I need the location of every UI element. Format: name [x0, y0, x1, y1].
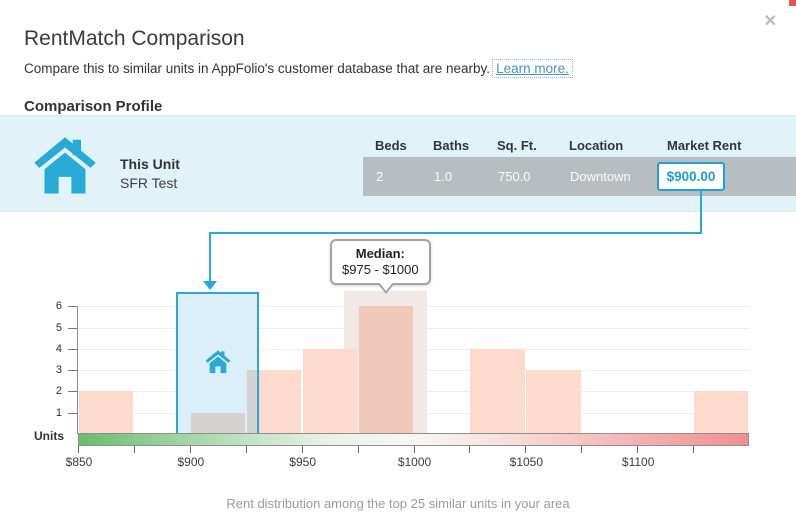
y-axis-tick-label: 4 — [55, 342, 62, 355]
subtitle-text: Compare this to similar units in AppFoli… — [24, 60, 491, 76]
x-axis-tick — [581, 446, 583, 453]
learn-more-link[interactable]: Learn more. — [492, 58, 573, 78]
y-axis-tick — [68, 306, 77, 308]
y-axis-tick — [68, 348, 77, 350]
x-axis-tick-label: $950 — [289, 455, 316, 469]
column-header-sqft: Sq. Ft. — [497, 138, 537, 153]
median-tooltip-label: Median: — [355, 246, 405, 261]
close-icon[interactable]: ✕ — [758, 13, 783, 31]
y-axis-tick-label: 6 — [55, 300, 62, 313]
median-tooltip: Median: $975 - $1000 — [330, 239, 431, 294]
page-title: RentMatch Comparison — [24, 27, 245, 51]
column-header-location: Location — [569, 138, 624, 153]
unit-beds-value: 2 — [376, 169, 384, 184]
column-header-market-rent: Market Rent — [667, 138, 742, 153]
unit-highlight-region-border — [176, 292, 260, 434]
histogram-bar — [470, 348, 525, 434]
histogram-bar — [694, 391, 749, 434]
x-axis-tick — [245, 446, 247, 453]
connector-line-vertical-right — [700, 190, 702, 234]
y-axis-tick-label: 2 — [55, 385, 62, 398]
x-axis-tick — [693, 446, 695, 453]
x-axis-tick-label: $850 — [65, 455, 93, 469]
histogram-bar — [302, 348, 358, 434]
chart-caption: Rent distribution among the top 25 simil… — [226, 496, 570, 511]
x-axis-tick — [189, 446, 191, 453]
connector-line-horizontal — [209, 232, 702, 234]
y-axis-line — [77, 306, 78, 434]
column-header-beds: Beds — [375, 138, 407, 153]
x-axis-tick — [78, 446, 79, 453]
histogram-bar — [79, 391, 134, 434]
histogram-bar — [358, 306, 413, 434]
market-rent-value[interactable]: $900.00 — [657, 162, 725, 191]
y-axis-tick-label: 3 — [55, 364, 62, 377]
histogram-bar — [190, 412, 246, 434]
x-axis-tick-label: $1000 — [397, 455, 432, 469]
x-axis-tick — [413, 446, 415, 453]
unit-title: This Unit — [120, 156, 180, 172]
section-heading: Comparison Profile — [24, 98, 163, 116]
x-axis-tick-label: $900 — [177, 455, 205, 469]
y-axis-tick — [68, 370, 77, 372]
y-axis-tick-label: 5 — [55, 321, 62, 334]
connector-line-vertical-left — [209, 232, 211, 282]
y-axis-tick — [68, 412, 77, 414]
unit-name: SFR Test — [120, 175, 178, 191]
x-axis-tick-label: $1050 — [509, 455, 544, 469]
histogram-bar — [246, 370, 302, 434]
house-icon — [34, 137, 96, 194]
x-axis-tick — [637, 446, 639, 453]
y-axis-tick-label: 1 — [55, 406, 62, 419]
y-axis-tick — [68, 391, 77, 393]
unit-sqft-value: 750.0 — [498, 169, 531, 184]
median-tooltip-value: $975 - $1000 — [342, 262, 419, 277]
x-axis-tick — [301, 446, 303, 453]
page-corner-artifact — [789, 0, 796, 6]
y-axis-tick — [68, 327, 77, 329]
unit-baths-value: 1.0 — [434, 169, 453, 184]
x-axis-tick — [525, 446, 527, 453]
column-header-baths: Baths — [433, 138, 470, 153]
arrow-down-icon — [203, 281, 217, 290]
house-marker-icon — [205, 350, 231, 374]
x-axis-tick-label: $1100 — [621, 455, 655, 469]
histogram-bar — [526, 370, 581, 434]
x-axis-tick — [133, 446, 135, 453]
rent-gradient-legend — [78, 433, 749, 446]
y-axis-title: Units — [34, 429, 64, 443]
x-axis-tick — [469, 446, 471, 453]
x-axis-tick — [357, 446, 359, 453]
unit-location-value: Downtown — [570, 169, 631, 184]
dialog-subtitle: Compare this to similar units in AppFoli… — [24, 58, 573, 78]
